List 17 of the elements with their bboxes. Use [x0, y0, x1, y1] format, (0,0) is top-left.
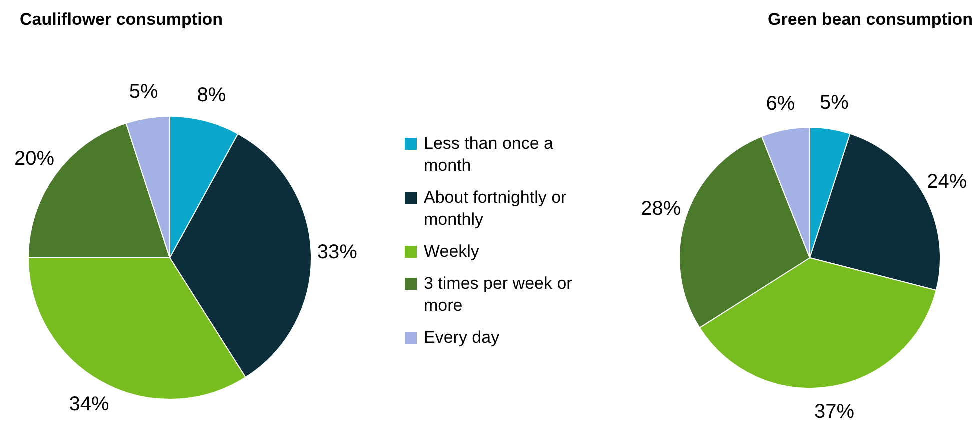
chart-title: Green bean consumption: [768, 10, 973, 30]
data-label: 6%: [766, 92, 796, 115]
legend-label: 3 times per week or more: [424, 273, 574, 317]
data-label: 24%: [927, 171, 968, 194]
data-label: 5%: [820, 92, 850, 114]
legend-label: About fortnightly or monthly: [424, 187, 568, 231]
legend-label: Every day: [424, 327, 500, 349]
data-label: 37%: [814, 401, 855, 421]
data-label: 34%: [69, 393, 110, 416]
data-label: 33%: [317, 241, 358, 264]
data-label: 20%: [14, 148, 55, 170]
chart-title: Cauliflower consumption: [20, 10, 224, 30]
data-label: 5%: [129, 81, 158, 104]
legend-label: Less than once a month: [424, 133, 554, 177]
legend-label: Weekly: [424, 241, 480, 263]
data-label: 8%: [197, 84, 226, 106]
data-label: 28%: [641, 198, 682, 220]
